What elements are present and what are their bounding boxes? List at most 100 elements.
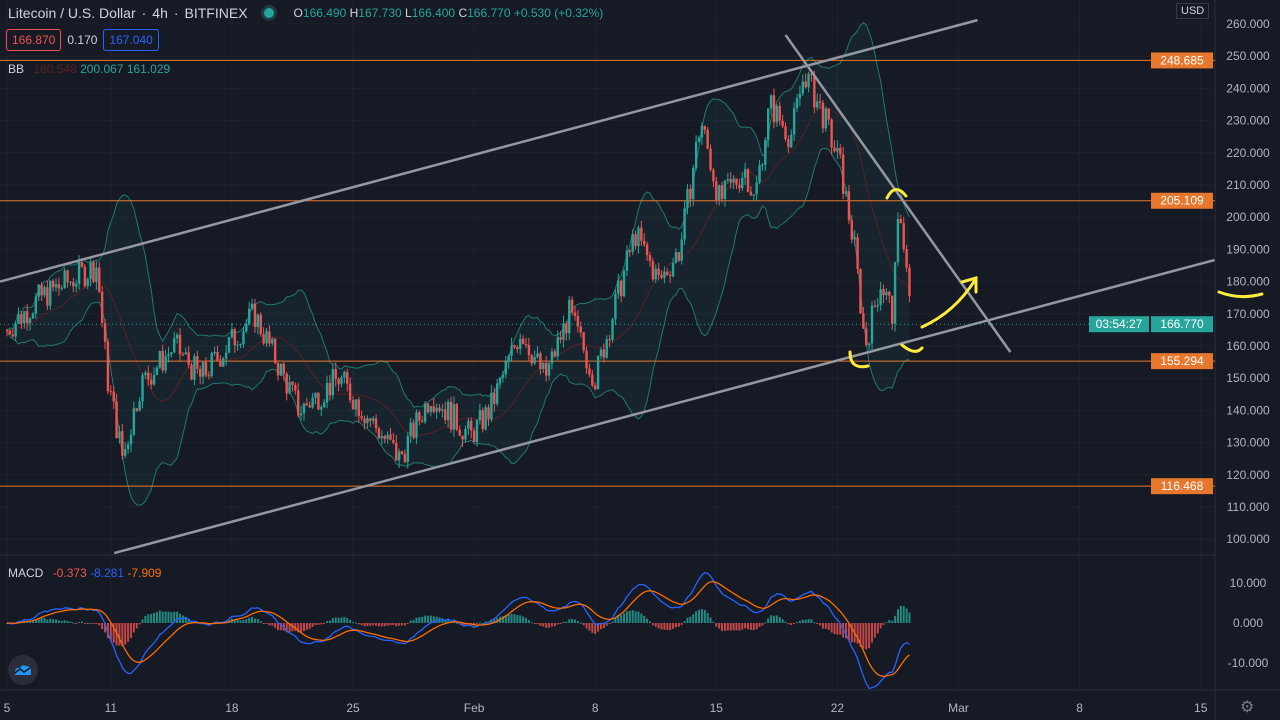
candle-body	[637, 227, 640, 247]
macd-histogram-bar	[138, 623, 141, 625]
candle-body	[219, 360, 222, 367]
macd-histogram-bar	[167, 611, 170, 623]
tradingview-logo-icon[interactable]	[8, 655, 38, 685]
candle-body	[654, 268, 657, 280]
candle-body	[573, 312, 577, 316]
candle-body	[816, 101, 819, 108]
candle-body	[331, 368, 335, 396]
macd-histogram-bar	[268, 623, 271, 626]
candle-body	[311, 397, 314, 408]
settings-gear-icon[interactable]: ⚙	[1240, 699, 1255, 716]
candle-body	[245, 323, 248, 332]
level-price-badge	[1151, 192, 1213, 209]
bb-legend[interactable]: BB 180.548 200.067 161.029	[8, 62, 170, 76]
macd-histogram-bar	[732, 623, 735, 631]
macd-histogram-bar	[712, 621, 715, 623]
macd-histogram-bar	[885, 621, 888, 623]
macd-histogram-bar	[706, 612, 709, 623]
macd-histogram-bar	[646, 618, 649, 623]
sell-button[interactable]: 166.870	[6, 29, 62, 51]
macd-histogram-bar	[519, 615, 522, 623]
candle-body	[830, 119, 833, 148]
macd-histogram-bar	[43, 617, 46, 623]
macd-histogram-bar	[135, 623, 138, 629]
macd-histogram-bar	[277, 623, 280, 631]
macd-histogram-bar	[709, 617, 712, 623]
macd-histogram-bar	[311, 623, 314, 627]
candle-body	[46, 287, 49, 306]
candle-body	[547, 363, 551, 376]
candle-body	[92, 262, 95, 282]
macd-histogram-bar	[588, 623, 591, 631]
candle-body	[568, 299, 571, 334]
candle-body	[75, 283, 78, 287]
candle-body	[530, 355, 533, 364]
candle-body	[17, 314, 20, 325]
candle-body	[640, 227, 643, 241]
high-label: H	[349, 6, 359, 20]
candle-body	[337, 378, 340, 385]
candle-body	[859, 269, 862, 314]
macd-histogram-bar	[245, 619, 248, 623]
macd-histogram-bar	[314, 623, 317, 625]
candle-body	[98, 267, 101, 292]
candle-body	[34, 296, 38, 314]
candle-body	[896, 218, 900, 263]
candle-body	[63, 270, 66, 288]
candle-body	[692, 167, 695, 200]
macd-histogram-bar	[894, 615, 897, 623]
macd-histogram-bar	[141, 619, 144, 623]
macd-histogram-bar	[660, 623, 663, 630]
macd-histogram-bar	[29, 621, 32, 623]
candle-body	[813, 74, 816, 108]
macd-histogram-bar	[726, 623, 729, 631]
candle-body	[155, 367, 159, 375]
macd-histogram-bar	[375, 623, 378, 626]
candle-body	[697, 137, 701, 142]
macd-histogram-bar	[813, 622, 816, 624]
candle-body	[357, 399, 360, 417]
macd-legend[interactable]: MACD -0.373 -8.281 -7.909	[8, 566, 161, 580]
candle-body	[158, 350, 162, 368]
candle-body	[236, 344, 239, 346]
macd-histogram-bar	[836, 623, 839, 635]
macd-histogram-bar	[824, 623, 827, 629]
macd-histogram-bar	[571, 619, 574, 623]
candle-body	[758, 165, 761, 183]
candle-body	[380, 436, 384, 439]
candle-body	[230, 329, 234, 338]
interval[interactable]: 4h	[152, 5, 168, 21]
candle-body	[49, 280, 52, 306]
candle-body	[412, 422, 415, 438]
candle-body	[386, 434, 389, 439]
candles	[5, 69, 911, 469]
macd-histogram-bar	[104, 623, 107, 633]
candle-body	[164, 356, 167, 371]
buy-button[interactable]: 167.040	[103, 29, 159, 51]
macd-histogram-bar	[677, 623, 680, 627]
symbol-name[interactable]: Litecoin / U.S. Dollar	[8, 5, 136, 21]
candle-body	[170, 352, 173, 355]
macd-histogram-bar	[530, 622, 533, 624]
candle-body	[608, 339, 611, 341]
candle-body	[873, 305, 877, 307]
macd-histogram-bar	[46, 619, 49, 623]
y-tick-label: 230.000	[1226, 114, 1270, 128]
macd-histogram-bar	[669, 623, 672, 631]
macd-hist-value: -0.373	[52, 566, 87, 580]
x-tick-label: 15	[710, 701, 724, 715]
candle-body	[285, 373, 288, 394]
candle-body	[550, 351, 554, 364]
candle-body	[821, 102, 825, 129]
macd-histogram-bar	[648, 621, 651, 623]
macd-signal-value: -7.909	[127, 566, 162, 580]
candle-body	[472, 430, 476, 443]
macd-histogram-bar	[320, 623, 323, 625]
macd-histogram-bar	[752, 623, 755, 631]
candle-body	[631, 234, 634, 252]
macd-histogram-bar	[129, 623, 132, 639]
candle-body	[795, 98, 799, 108]
macd-histogram-bar	[170, 612, 173, 623]
currency-label[interactable]: USD	[1176, 3, 1210, 19]
